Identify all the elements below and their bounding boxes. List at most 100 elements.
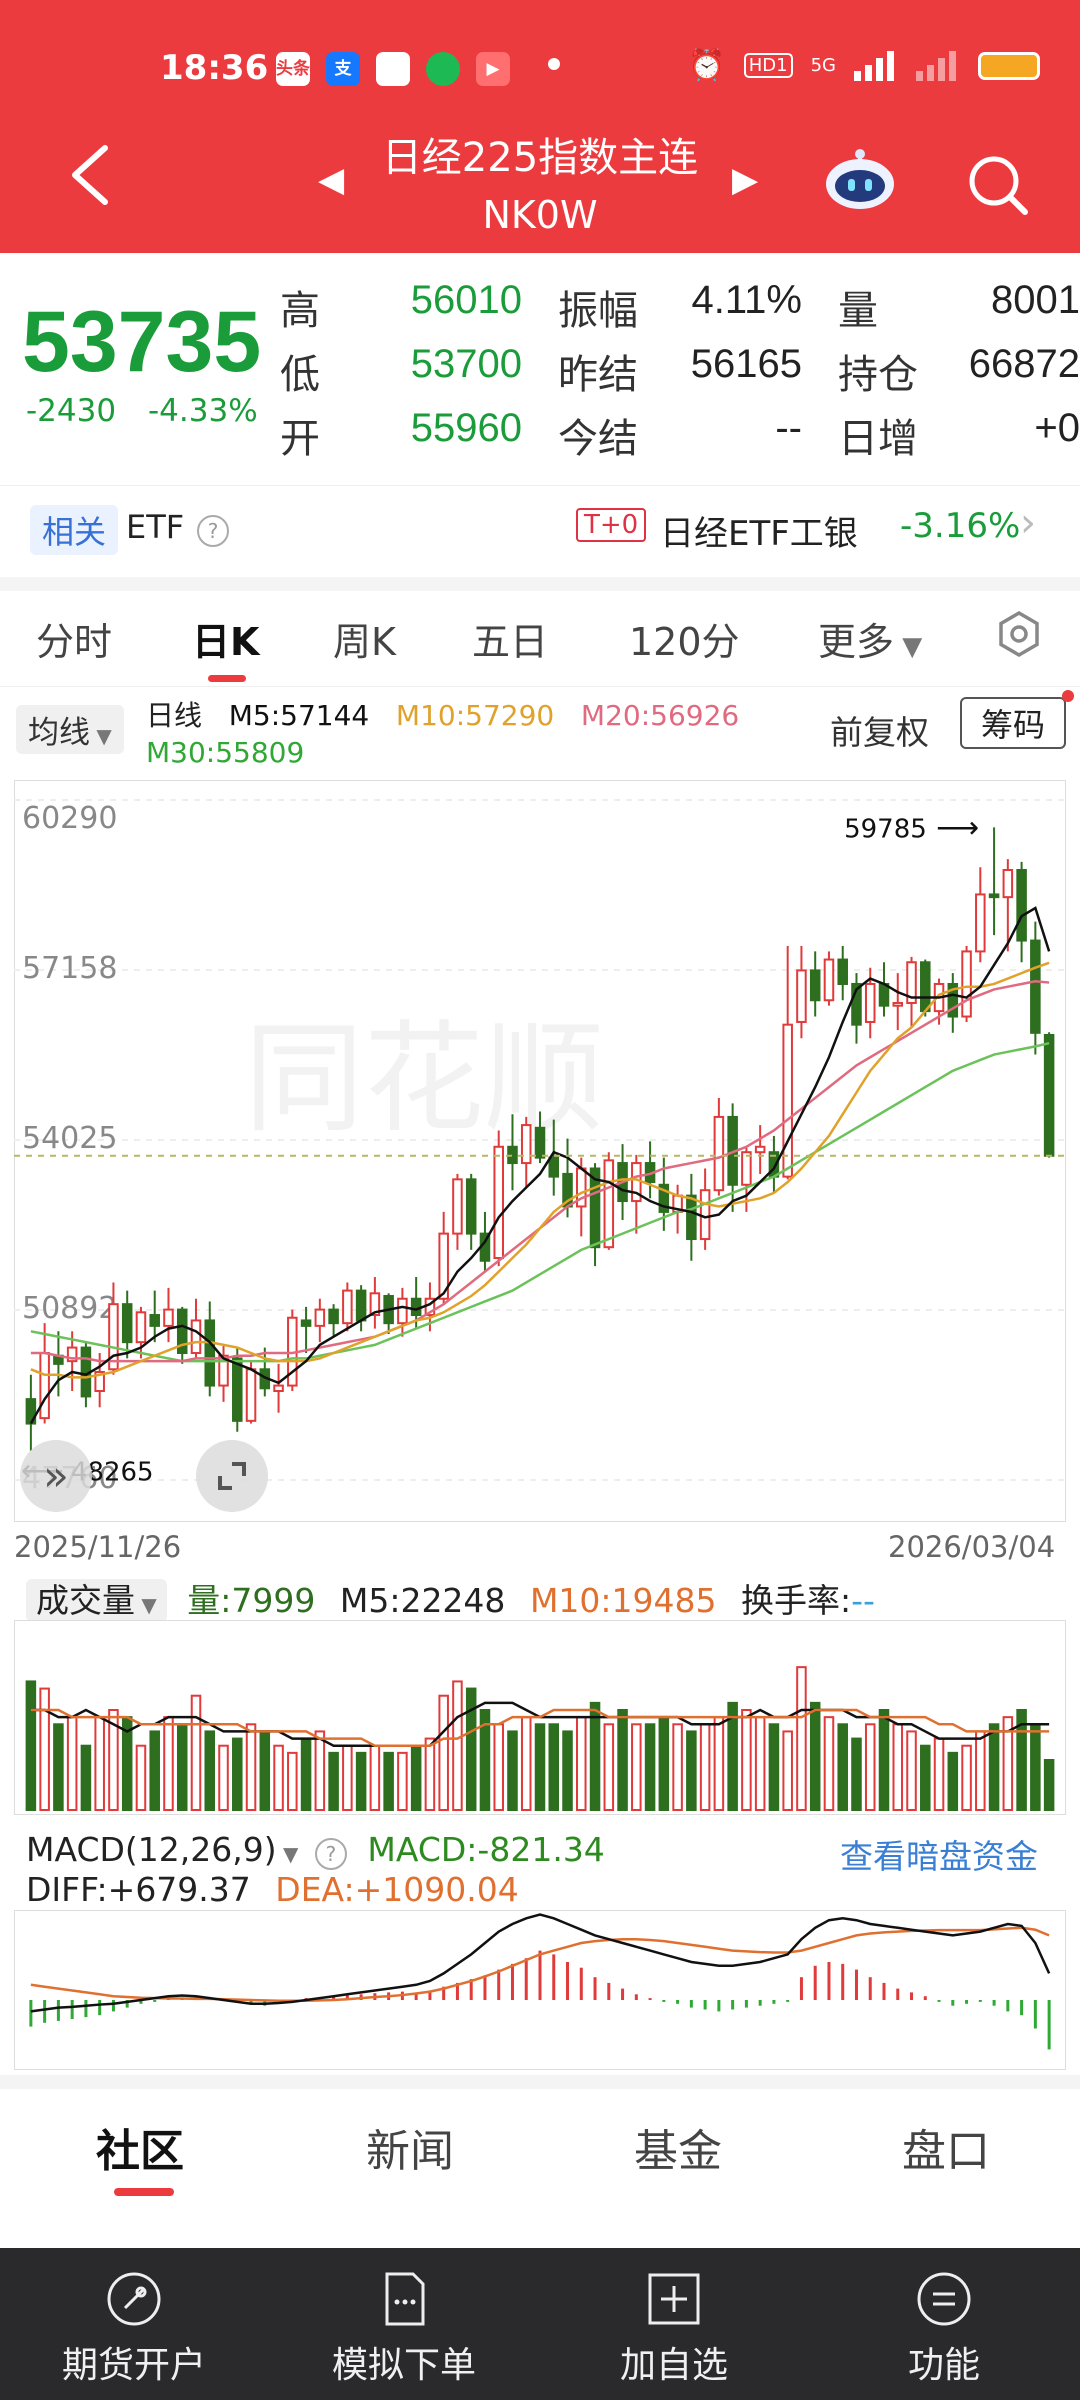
volume-bar xyxy=(699,1723,711,1811)
turnover-label: 换手率: xyxy=(741,1581,852,1620)
volume-current: 量:7999 xyxy=(187,1581,316,1620)
related-etf-bar[interactable] xyxy=(0,485,1080,576)
candle-body xyxy=(975,893,986,953)
volume-indicator-selector[interactable]: 成交量 ▼ xyxy=(26,1579,167,1622)
daily-change-value: +0 xyxy=(1034,406,1080,450)
ma-legend: 日线 M5:57144 M10:57290 M20:56926 xyxy=(146,696,739,736)
dark-pool-link[interactable]: 查看暗盘资金 xyxy=(840,1837,1038,1876)
candle-body xyxy=(892,1001,904,1007)
volume-bar xyxy=(245,1723,257,1811)
etf-name[interactable]: 日经ETF工银 xyxy=(660,514,858,554)
quote-panel xyxy=(0,253,1080,485)
caret-down-icon: ▼ xyxy=(276,1842,299,1866)
candle-body xyxy=(520,1124,532,1165)
alipay-app-icon: 支 xyxy=(326,52,360,86)
volume-bar xyxy=(452,1680,463,1811)
volume-bar xyxy=(906,1730,917,1811)
volume-bar xyxy=(232,1737,243,1811)
video-app-icon: ▶ xyxy=(476,52,510,86)
volume-bar xyxy=(493,1723,504,1811)
volume-bar xyxy=(686,1730,697,1811)
y-tick-label: 60290 xyxy=(22,801,117,836)
volume-bar xyxy=(520,1716,532,1811)
macd-legend: MACD(12,26,9) ▼ ? MACD:-821.34 xyxy=(26,1830,605,1870)
candlestick-chart[interactable]: 同花顺 6029057158540255089247760 59785 ⟶ 48… xyxy=(14,780,1066,1522)
candle-body xyxy=(342,1289,353,1325)
ai-assistant-robot-icon[interactable] xyxy=(825,148,895,210)
help-icon[interactable]: ? xyxy=(314,1838,347,1870)
macd-dea-line xyxy=(30,1926,1050,2003)
signal-icon xyxy=(854,50,894,81)
volume-bar xyxy=(287,1751,298,1812)
search-icon[interactable] xyxy=(963,150,1033,220)
volume-bar xyxy=(741,1709,752,1811)
back-button[interactable] xyxy=(60,140,130,220)
ma-selector-label: 均线 xyxy=(28,715,90,751)
chevron-right-icon[interactable]: › xyxy=(1020,500,1036,546)
volume-bar xyxy=(1030,1723,1041,1811)
add-watchlist-button[interactable]: 加自选 xyxy=(574,2248,774,2400)
candle-body xyxy=(94,1371,105,1392)
price-adjust-toggle[interactable]: 前复权 xyxy=(830,713,929,752)
candle-body xyxy=(121,1303,133,1344)
document-icon xyxy=(385,2272,425,2326)
volume-bar xyxy=(837,1723,848,1811)
related-tag: 相关 xyxy=(30,505,119,555)
candle-body xyxy=(452,1178,463,1235)
functions-button[interactable]: 功能 xyxy=(844,2248,1044,2400)
candle-body xyxy=(851,982,862,1026)
candle-body xyxy=(1043,1033,1055,1157)
tab-order-book[interactable]: 盘口 xyxy=(902,2126,990,2177)
candle-body xyxy=(988,893,1000,899)
candle-body xyxy=(39,1352,50,1420)
open-futures-account-button[interactable]: 期货开户 xyxy=(34,2248,234,2400)
candle-body xyxy=(534,1126,546,1159)
ma-selector[interactable]: 均线 ▼ xyxy=(16,705,124,754)
candle-body xyxy=(328,1308,339,1325)
macd-indicator-selector[interactable]: MACD(12,26,9) ▼ xyxy=(26,1830,298,1869)
chip-distribution-button[interactable]: 筹码 xyxy=(960,697,1066,749)
candle-body xyxy=(658,1183,670,1213)
volume-chart[interactable] xyxy=(14,1620,1066,1815)
tab-intraday[interactable]: 分时 xyxy=(36,620,113,664)
volume-value: 8001 xyxy=(991,278,1080,322)
volume-bar xyxy=(961,1744,972,1811)
volume-bar xyxy=(576,1716,587,1811)
macd-indicator-label: MACD(12,26,9) xyxy=(26,1830,277,1869)
last-price: 53735 xyxy=(22,294,262,390)
tab-five-day[interactable]: 五日 xyxy=(472,620,549,664)
candle-body xyxy=(273,1384,284,1392)
candle-body xyxy=(163,1308,174,1327)
macd-chart[interactable] xyxy=(14,1910,1066,2070)
candle-body xyxy=(603,1159,615,1249)
previous-contract-button[interactable]: ◀ xyxy=(318,160,345,200)
tab-daily-k[interactable]: 日K xyxy=(192,620,260,664)
candle-body xyxy=(135,1311,147,1344)
candle-body xyxy=(782,1023,793,1178)
t-plus-zero-badge: T+0 xyxy=(576,508,647,542)
header-bar xyxy=(0,0,1080,253)
back-arrow-icon xyxy=(72,145,108,205)
candle-body xyxy=(864,982,876,1023)
low-value: 53700 xyxy=(410,342,522,386)
next-contract-button[interactable]: ▶ xyxy=(732,160,759,200)
tab-more[interactable]: 更多 ▼ xyxy=(818,611,922,666)
help-icon[interactable]: ? xyxy=(197,515,229,547)
expand-icon[interactable]: » xyxy=(20,1440,92,1512)
tab-funds[interactable]: 基金 xyxy=(634,2126,722,2177)
volume-bar xyxy=(823,1716,835,1811)
volume-bar xyxy=(328,1751,339,1812)
prev-settle-value: 56165 xyxy=(690,342,802,386)
fullscreen-icon[interactable] xyxy=(196,1440,268,1512)
tab-weekly-k[interactable]: 周K xyxy=(333,620,396,664)
candle-body xyxy=(686,1194,697,1241)
tab-news[interactable]: 新闻 xyxy=(366,2126,454,2177)
tab-community[interactable]: 社区 xyxy=(96,2126,184,2177)
candle-body xyxy=(947,982,959,1018)
tab-120-min[interactable]: 120分 xyxy=(629,620,740,664)
high-label: 高 xyxy=(280,288,320,334)
simulated-order-button[interactable]: 模拟下单 xyxy=(304,2248,504,2400)
candle-body xyxy=(961,950,972,1018)
chart-settings-icon[interactable] xyxy=(995,610,1043,658)
alarm-icon: ⏰ xyxy=(688,48,726,83)
